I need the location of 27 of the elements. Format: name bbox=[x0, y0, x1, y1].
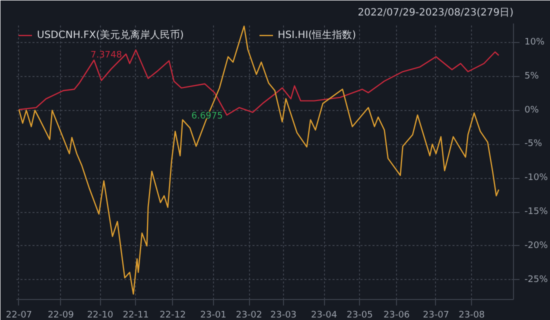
x-tick-label: 23-01 bbox=[200, 310, 226, 320]
line-series bbox=[18, 26, 500, 295]
chart-subtitle: 2022/07/29-2023/08/23(279日) bbox=[358, 8, 514, 18]
x-tick-label: 23-08 bbox=[458, 310, 486, 320]
x-tick-label: 23-03 bbox=[270, 310, 297, 320]
x-tick-label: 23-02 bbox=[236, 310, 262, 320]
legend-label: HSI.HI(恒生指数) bbox=[278, 28, 356, 42]
y-tick-label: -10% bbox=[524, 173, 548, 184]
x-tick-label: 22-12 bbox=[160, 310, 186, 320]
y-tick-label: 5% bbox=[524, 71, 540, 82]
x-tick-label: 23-06 bbox=[384, 310, 410, 320]
x-tick-label: 22-07 bbox=[6, 310, 32, 320]
x-tick-label: 22-11 bbox=[122, 310, 149, 320]
x-tick-label: 23-07 bbox=[422, 310, 450, 320]
y-tick-label: -25% bbox=[524, 274, 548, 285]
annotation: 7.3748 bbox=[90, 50, 122, 61]
y-tick-label: 10% bbox=[524, 37, 545, 48]
x-tick-label: 23-05 bbox=[346, 310, 373, 320]
y-tick-label: 0% bbox=[524, 105, 540, 116]
x-tick-label: 22-09 bbox=[48, 310, 74, 320]
annotation: 6.6975 bbox=[191, 112, 223, 122]
y-tick-label: -20% bbox=[524, 240, 548, 251]
y-tick-label: -15% bbox=[524, 207, 548, 218]
x-tick-label: 22-10 bbox=[87, 310, 114, 320]
y-tick-label: -5% bbox=[524, 139, 542, 150]
x-tick-label: 23-04 bbox=[310, 310, 338, 320]
legend-label: USDCNH.FX(美元兑离岸人民币) bbox=[37, 28, 184, 42]
